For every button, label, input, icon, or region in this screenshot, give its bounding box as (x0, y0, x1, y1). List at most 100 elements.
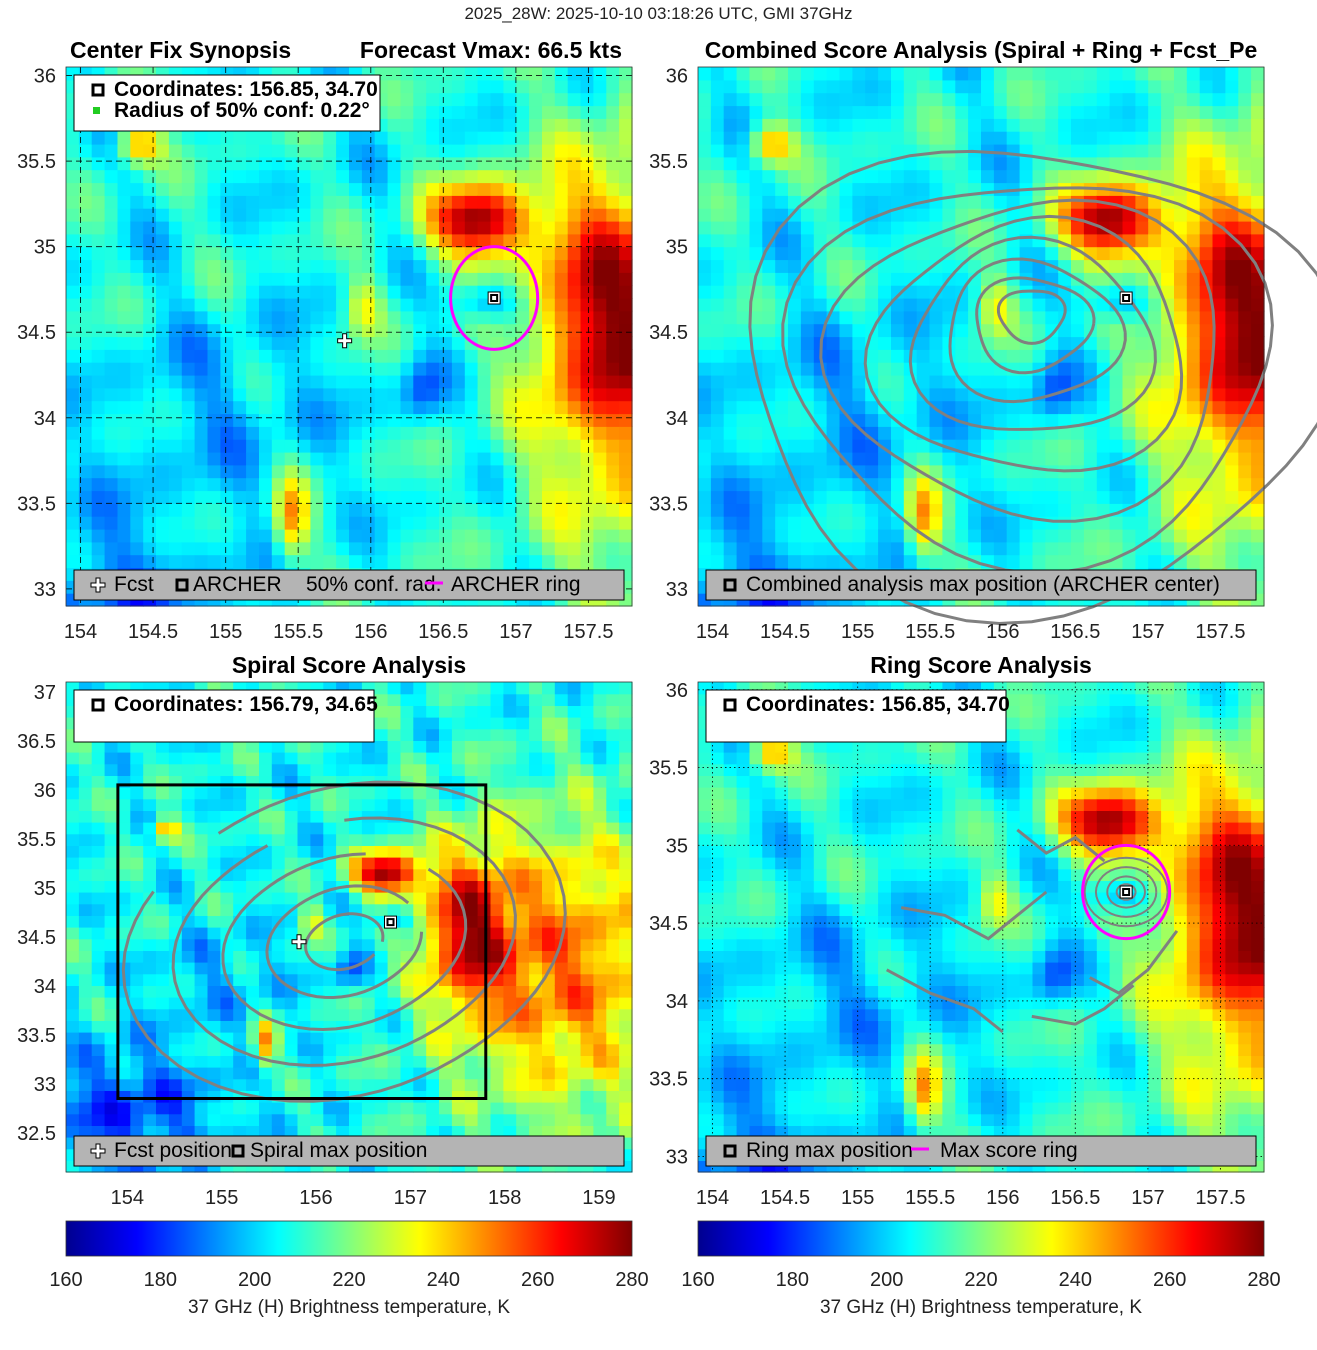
heatmap-cell (91, 233, 106, 248)
heatmap-cell (349, 892, 363, 905)
heatmap-cell (439, 375, 453, 389)
heatmap-cell (698, 323, 712, 338)
heatmap-cell (374, 426, 389, 440)
legend-square-icon (723, 578, 737, 592)
y-tick-label: 36 (666, 66, 688, 88)
heatmap-cell (194, 413, 209, 427)
heatmap-cell (839, 310, 853, 325)
heatmap-cell (516, 79, 530, 94)
heatmap-cell (168, 798, 183, 811)
heatmap-cell (104, 962, 119, 975)
heatmap-cell (297, 144, 311, 158)
heatmap-cell (1109, 67, 1124, 81)
heatmap-cell (220, 298, 234, 312)
x-tick-label: 157.5 (1195, 621, 1245, 643)
heatmap-cell (297, 903, 311, 916)
heatmap-cell (168, 1078, 183, 1091)
heatmap-cell (220, 529, 234, 543)
heatmap-cell (542, 144, 556, 158)
heatmap-cell (788, 490, 802, 504)
heatmap-cell (66, 985, 80, 998)
heatmap-cell (464, 233, 479, 248)
heatmap-cell (413, 362, 427, 376)
heatmap-cell (762, 477, 776, 492)
heatmap-cell (1225, 529, 1239, 543)
heatmap-cell (207, 1055, 221, 1068)
heatmap-cell (865, 92, 879, 107)
heatmap-cell (220, 310, 234, 325)
heatmap-cell (1006, 375, 1021, 389)
heatmap-cell (297, 272, 311, 286)
heatmap-cell (207, 426, 221, 440)
heatmap-cell (903, 298, 918, 312)
heatmap-cell (891, 541, 905, 556)
heatmap-cell (259, 763, 273, 776)
heatmap-cell (1045, 439, 1059, 453)
heatmap-cell (284, 336, 299, 350)
heatmap-cell (698, 208, 712, 222)
heatmap-cell (788, 208, 802, 222)
heatmap-cell (852, 400, 866, 415)
heatmap-cell (143, 387, 157, 402)
heatmap-cell (619, 118, 633, 132)
heatmap-cell (194, 503, 209, 517)
heatmap-cell (698, 182, 712, 196)
heatmap-cell (181, 1043, 196, 1056)
heatmap-cell (349, 387, 363, 402)
heatmap-cell (181, 426, 196, 440)
heatmap-cell (168, 752, 183, 765)
heatmap-cell (361, 477, 376, 492)
heatmap-cell (1161, 169, 1175, 184)
heatmap-cell (1186, 156, 1201, 171)
heatmap-cell (207, 400, 221, 415)
heatmap-cell (130, 233, 144, 248)
heatmap-cell (477, 92, 492, 107)
heatmap-cell (156, 439, 170, 453)
heatmap-cell (349, 156, 363, 171)
heatmap-cell (130, 554, 144, 569)
heatmap-cell (104, 156, 119, 171)
heatmap-cell (529, 105, 543, 119)
heatmap-cell (580, 208, 594, 222)
heatmap-cell (580, 221, 594, 235)
heatmap-cell (826, 208, 841, 222)
heatmap-cell (91, 903, 106, 916)
heatmap-cell (91, 868, 106, 881)
heatmap-cell (723, 464, 738, 479)
heatmap-cell (66, 798, 80, 811)
heatmap-cell (1032, 439, 1046, 453)
heatmap-cell (181, 857, 196, 870)
heatmap-cell (1225, 144, 1239, 158)
heatmap-cell (1135, 195, 1149, 209)
heatmap-cell (698, 310, 712, 325)
heatmap-cell (852, 195, 866, 209)
heatmap-cell (477, 67, 492, 81)
heatmap-cell (259, 1043, 273, 1056)
x-tick-label: 155 (841, 621, 874, 643)
heatmap-cell (1045, 310, 1059, 325)
heatmap-cell (284, 233, 299, 248)
heatmap-cell (698, 516, 712, 530)
heatmap-cell (426, 962, 440, 975)
heatmap-cell (426, 927, 440, 940)
heatmap-cell (554, 156, 569, 171)
heatmap-cell (1174, 464, 1188, 479)
heatmap-cell (1096, 516, 1111, 530)
heatmap-cell (220, 336, 234, 350)
heatmap-cell (929, 464, 943, 479)
heatmap-cell (194, 464, 209, 479)
heatmap-cell (143, 298, 157, 312)
heatmap-cell (490, 233, 504, 248)
contour-line (863, 214, 1184, 473)
heatmap-cell (955, 516, 969, 530)
heatmap-cell (220, 387, 234, 402)
y-tick-label: 33 (34, 579, 56, 601)
heatmap-cell (865, 182, 879, 196)
heatmap-cell (1135, 285, 1149, 299)
heatmap-cell (580, 362, 594, 376)
heatmap-cell (233, 221, 247, 235)
heatmap-cell (374, 221, 389, 235)
heatmap-cell (361, 490, 376, 504)
heatmap-cell (477, 529, 492, 543)
heatmap-cell (156, 985, 170, 998)
